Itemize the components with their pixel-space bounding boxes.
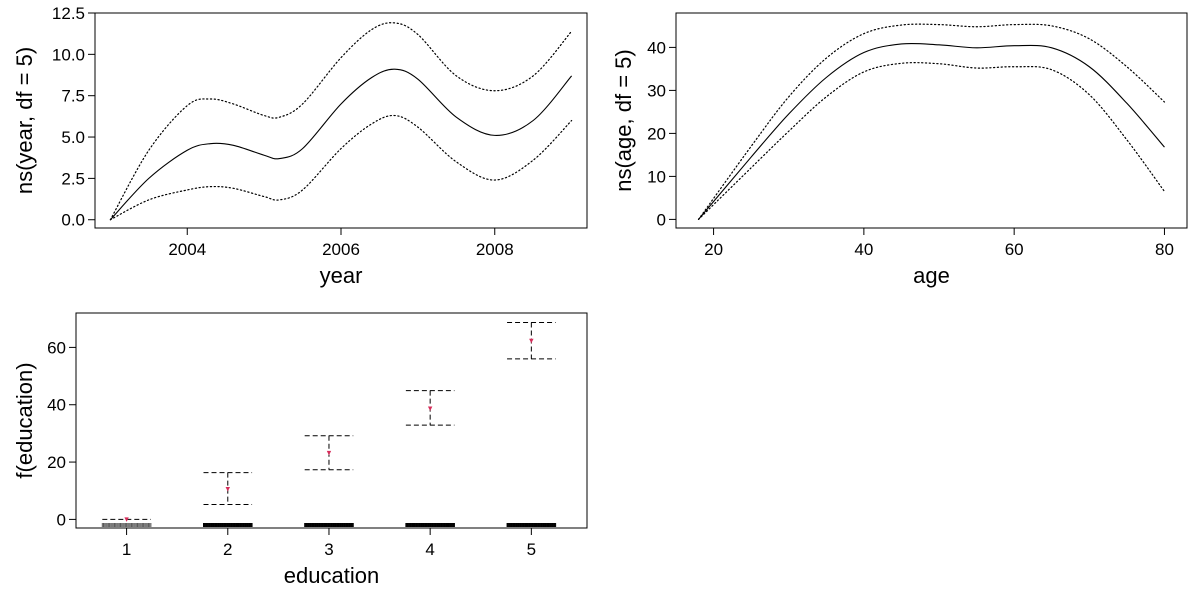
estimate-point: [529, 338, 534, 344]
x-tick-label: 3: [324, 540, 333, 559]
rug-2: [202, 523, 253, 527]
y-tick-label: 30: [647, 81, 666, 100]
plot-frame: [675, 12, 1188, 229]
x-tick-label: 20: [704, 240, 723, 259]
plot-frame: [75, 312, 588, 529]
y-tick-label: 2.5: [61, 169, 85, 188]
estimate-point: [427, 406, 433, 411]
estimate-point: [326, 450, 332, 456]
fit-line: [109, 68, 573, 221]
x-axis-title: age: [913, 263, 950, 288]
y-tick-label: 20: [47, 453, 66, 472]
y-axis-title: ns(age, df = 5): [611, 49, 636, 191]
estimate-point: [225, 487, 230, 492]
rug-3: [304, 523, 354, 527]
confidence-band-line: [697, 62, 1166, 220]
x-axis-title: education: [284, 563, 379, 588]
confidence-band-line: [109, 114, 573, 221]
x-tick-label: 80: [1155, 240, 1174, 259]
y-tick-label: 10.0: [52, 45, 85, 64]
x-tick-label: 2006: [322, 240, 360, 259]
rug-5: [506, 523, 557, 527]
x-tick-label: 2: [223, 540, 232, 559]
y-axis-title: ns(year, df = 5): [12, 47, 37, 194]
x-tick-label: 60: [1005, 240, 1024, 259]
y-tick-label: 0.0: [61, 211, 85, 230]
y-tick-label: 40: [47, 396, 66, 415]
y-tick-label: 12.5: [52, 4, 85, 23]
x-axis-title: year: [320, 263, 363, 288]
panel-2: 0 10 20 30 40 20 40 60 80 age ns(age, df = 5): [611, 12, 1188, 288]
y-tick-label: 0: [657, 210, 666, 229]
x-tick-label: 40: [854, 240, 873, 259]
y-tick-label: 0: [57, 510, 66, 529]
panel-3: 0 20 40 60 1 2 3 4 5 education f(education): [12, 312, 588, 588]
estimate-point: [124, 517, 129, 522]
x-tick-label: 4: [425, 540, 434, 559]
x-tick-label: 5: [527, 540, 536, 559]
plot-frame: [94, 12, 588, 229]
x-tick-label: 1: [122, 540, 131, 559]
confidence-band-line: [697, 23, 1166, 220]
y-tick-label: 60: [47, 338, 66, 357]
y-tick-label: 40: [647, 38, 666, 57]
y-tick-label: 5.0: [61, 128, 85, 147]
panel-1: 0.0 2.5 5.0 7.5 10.0 12.5 2004 2006 2008 year ns(y…: [12, 4, 588, 288]
fit-line: [698, 42, 1165, 220]
y-axis-title: f(education): [12, 362, 37, 478]
x-tick-label: 2008: [476, 240, 514, 259]
y-tick-label: 20: [647, 124, 666, 143]
y-tick-label: 10: [647, 167, 666, 186]
rug-1: [101, 523, 152, 527]
y-tick-label: 7.5: [61, 87, 85, 106]
confidence-band-line: [109, 22, 573, 221]
rug-4: [405, 523, 455, 527]
x-tick-label: 2004: [168, 240, 206, 259]
